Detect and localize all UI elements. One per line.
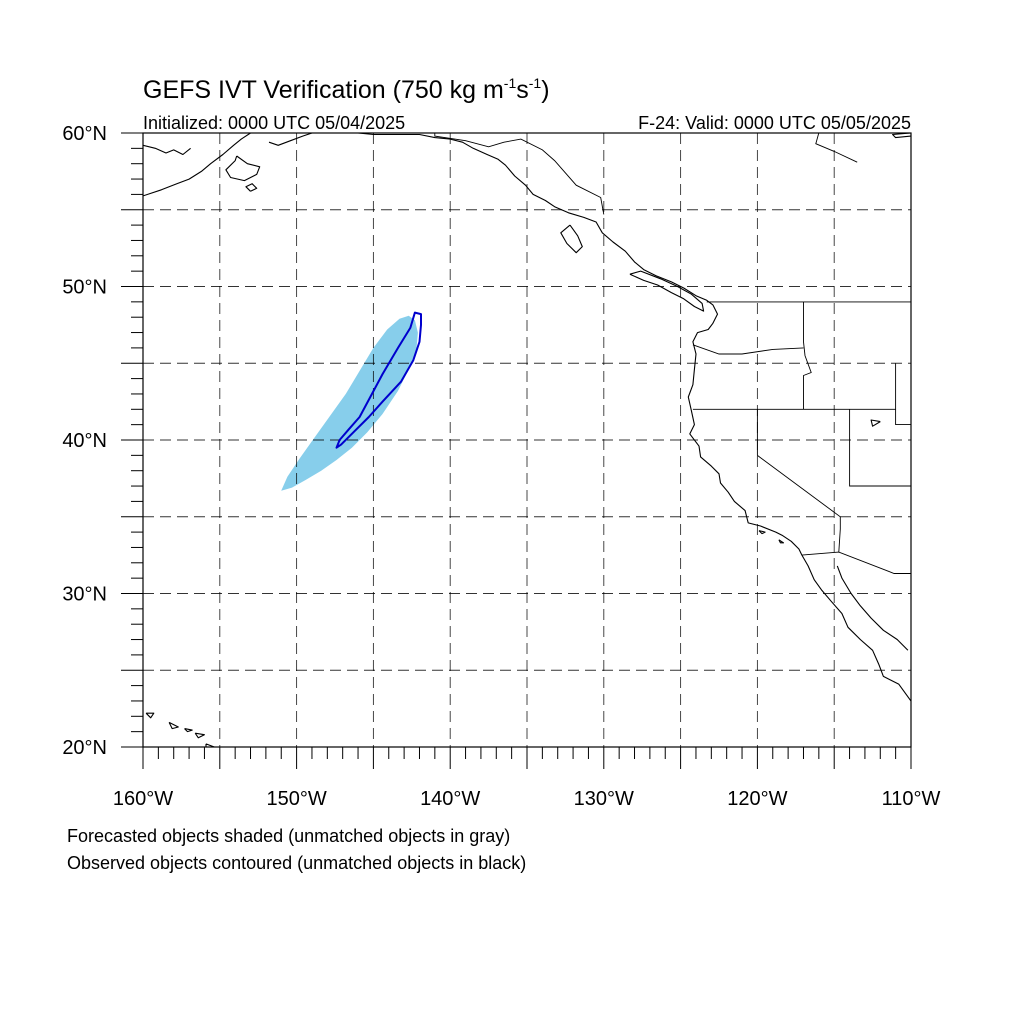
lon-label: 110°W: [882, 788, 941, 810]
map-area: [143, 133, 911, 747]
coastline-segment: [892, 133, 911, 139]
coastline-segment: [836, 565, 909, 651]
lon-label: 150°W: [266, 788, 326, 810]
lon-label: 160°W: [113, 788, 173, 810]
lat-label: 30°N: [62, 584, 107, 606]
coastline-segment: [245, 183, 258, 192]
forecast-objects-layer: [281, 315, 418, 491]
border-line: [803, 301, 812, 410]
coastline-segment: [225, 155, 261, 182]
coastline-segment: [629, 270, 705, 312]
latitude-labels: 60°N 50°N 40°N 30°N 20°N: [62, 123, 107, 759]
coastline-segment: [184, 728, 193, 733]
lat-label: 60°N: [62, 123, 107, 145]
coastline-segment: [560, 224, 583, 254]
coastline-segment: [268, 133, 313, 146]
lat-label: 40°N: [62, 430, 107, 452]
coastline-layer: [143, 133, 911, 747]
coastline-segment: [758, 530, 766, 535]
lat-label: 50°N: [62, 277, 107, 299]
coastline-segment: [357, 133, 911, 702]
observed-ivt-contour: [335, 311, 422, 449]
border-line: [895, 363, 911, 426]
footnote-observed: Observed objects contoured (unmatched ob…: [67, 853, 526, 873]
coastline-segment: [870, 419, 881, 427]
border-line: [756, 409, 841, 553]
valid-time-label: F-24: Valid: 0000 UTC 05/05/2025: [638, 113, 911, 133]
lon-label: 130°W: [574, 788, 634, 810]
coastline-segment: [145, 712, 155, 719]
lon-label: 140°W: [420, 788, 480, 810]
border-line: [434, 133, 605, 215]
footnote-forecast: Forecasted objects shaded (unmatched obj…: [67, 826, 510, 846]
axis-ticks: [121, 132, 912, 769]
coastline-segment: [143, 144, 191, 156]
graticule: [143, 133, 911, 747]
border-line: [849, 409, 911, 487]
init-time-label: Initialized: 0000 UTC 05/04/2025: [143, 113, 405, 133]
longitude-labels: 160°W 150°W 140°W 130°W 120°W 110°W: [113, 788, 941, 810]
lat-label: 20°N: [62, 737, 107, 759]
coastline-segment: [143, 133, 251, 197]
border-line: [692, 344, 804, 355]
coastline-segment: [778, 539, 785, 544]
chart-title: GEFS IVT Verification (750 kg m-1s-1): [143, 75, 550, 104]
map-frame: [142, 132, 912, 748]
observed-objects-layer: [335, 311, 422, 449]
coastline-segment: [168, 721, 179, 730]
coastline-segment: [194, 732, 205, 739]
forecast-ivt-object: [281, 315, 418, 491]
border-line: [801, 551, 911, 574]
political-borders-layer: [434, 133, 911, 574]
border-line: [815, 133, 858, 163]
lon-label: 120°W: [727, 788, 787, 810]
coastline-segment: [205, 743, 216, 747]
